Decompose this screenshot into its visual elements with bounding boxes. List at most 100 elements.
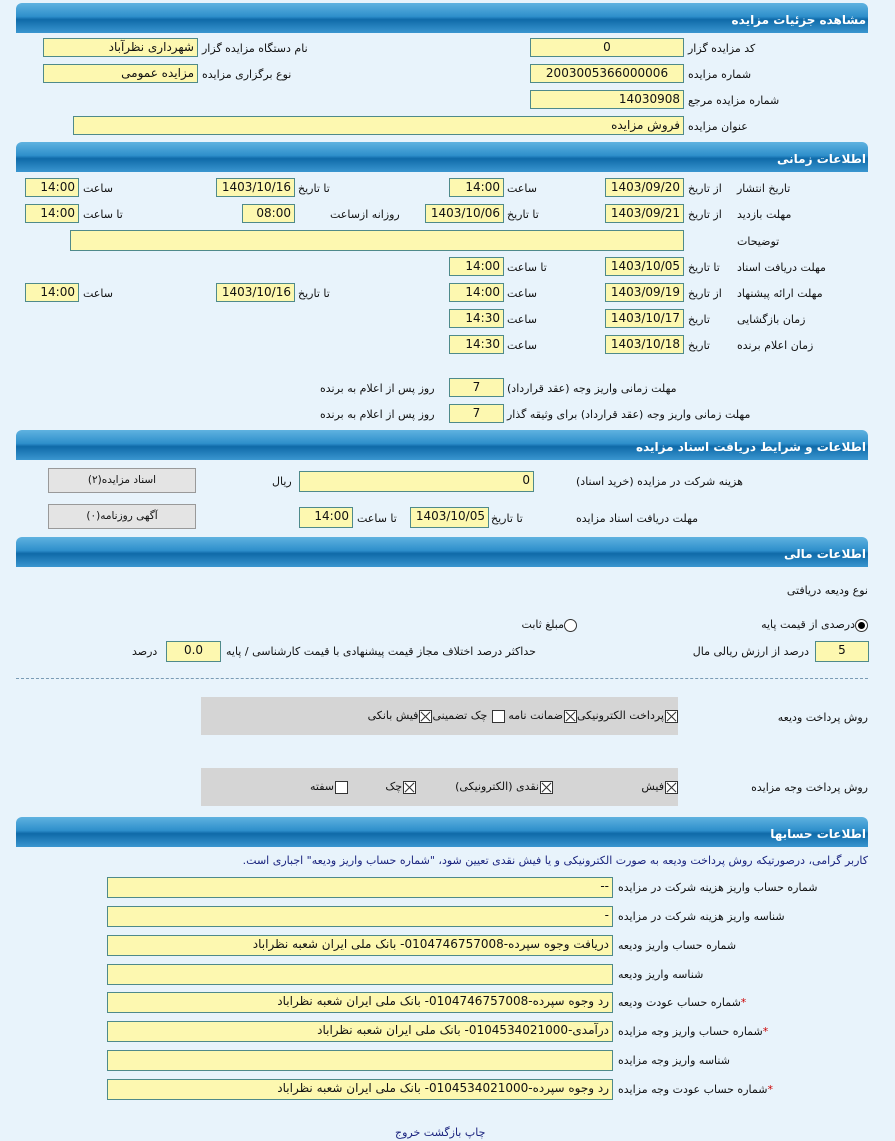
account-label-text: شناسه واریز هزینه شرکت در مزایده bbox=[618, 910, 785, 923]
payment-methods-box: فیش نقدی (الکترونیکی) چک سفته bbox=[201, 768, 678, 806]
offer-to-time-field[interactable]: 14:00 bbox=[25, 283, 79, 302]
account-label-text: شماره حساب واریز هزینه شرکت در مزایده bbox=[618, 881, 818, 894]
label-date: تاریخ bbox=[688, 339, 710, 352]
auctioneer-code-field[interactable]: 0 bbox=[530, 38, 684, 57]
reference-number-field[interactable]: 14030908 bbox=[530, 90, 684, 109]
publish-to-date-field[interactable]: 1403/10/16 bbox=[216, 178, 295, 197]
visit-from-date-field[interactable]: 1403/09/21 bbox=[605, 204, 684, 223]
account-label-text: شماره حساب عودت وجه مزایده bbox=[618, 1083, 768, 1096]
label-time: ساعت bbox=[83, 182, 113, 195]
account-field[interactable]: درآمدی-0104534021000- بانک ملی ایران شعب… bbox=[107, 1021, 613, 1042]
winner-date-field[interactable]: 1403/10/18 bbox=[605, 335, 684, 354]
auction-documents-button[interactable]: اسناد مزایده(۲) bbox=[48, 468, 196, 493]
payment-method-cash[interactable]: نقدی (الکترونیکی) bbox=[455, 780, 553, 794]
account-label: شناسه واریز ودیعه bbox=[618, 968, 703, 981]
payment-deadline-suffix: روز پس از اعلام به برنده bbox=[320, 382, 435, 395]
print-link[interactable]: چاپ bbox=[464, 1126, 486, 1139]
doc-receive-date-field[interactable]: 1403/10/05 bbox=[605, 257, 684, 276]
label-time: ساعت bbox=[507, 182, 537, 195]
required-marker: * bbox=[767, 1083, 773, 1096]
back-link[interactable]: بازگشت bbox=[423, 1126, 462, 1139]
account-field[interactable] bbox=[107, 964, 613, 985]
checkbox-checked-icon[interactable] bbox=[564, 709, 577, 723]
checkbox-checked-icon[interactable] bbox=[540, 780, 553, 794]
deposit-method-bank-slip[interactable]: فیش بانکی bbox=[368, 709, 433, 723]
max-diff-unit: درصد bbox=[132, 645, 158, 658]
opening-time-field[interactable]: 14:30 bbox=[449, 309, 504, 328]
deposit-method-guarantee[interactable]: ضمانت نامه bbox=[508, 709, 577, 723]
label-doc-deadline: مهلت دریافت اسناد مزایده bbox=[576, 512, 699, 525]
label-to-date: تا تاریخ bbox=[298, 182, 330, 195]
label-time: ساعت bbox=[507, 313, 537, 326]
label-publish: تاریخ انتشار bbox=[737, 182, 791, 195]
percent-field[interactable]: 5 bbox=[815, 641, 869, 662]
exit-link[interactable]: خروج bbox=[395, 1126, 421, 1139]
radio-checked-icon[interactable] bbox=[855, 618, 868, 632]
checkbox-unchecked-icon[interactable] bbox=[491, 709, 505, 723]
account-field[interactable]: دریافت وجوه سپرده-0104746757008- بانک مل… bbox=[107, 935, 613, 956]
label-deposit-method: روش پرداخت ودیعه bbox=[777, 711, 868, 724]
label-payment-deadline: مهلت زمانی واریز وجه (عقد قرارداد) bbox=[507, 382, 677, 395]
account-field[interactable]: -- bbox=[107, 877, 613, 898]
checkbox-unchecked-icon[interactable] bbox=[335, 780, 348, 794]
newspaper-ads-button[interactable]: آگهی روزنامه(۰) bbox=[48, 504, 196, 529]
doc-deadline-time-field[interactable]: 14:00 bbox=[299, 507, 353, 528]
payment-deadline-field[interactable]: 7 bbox=[449, 378, 504, 397]
offer-from-time-field[interactable]: 14:00 bbox=[449, 283, 504, 302]
account-field[interactable]: - bbox=[107, 906, 613, 927]
account-label: *شماره حساب عودت وجه مزایده bbox=[618, 1083, 773, 1096]
description-field[interactable] bbox=[70, 230, 684, 251]
account-label: شماره حساب واریز هزینه شرکت در مزایده bbox=[618, 881, 817, 894]
label-to-time: تا ساعت bbox=[357, 512, 397, 525]
publish-to-time-field[interactable]: 14:00 bbox=[25, 178, 79, 197]
doc-receive-time-field[interactable]: 14:00 bbox=[449, 257, 504, 276]
auction-type-field[interactable]: مزایده عمومی bbox=[43, 64, 198, 83]
checkbox-checked-icon[interactable] bbox=[419, 709, 433, 723]
payment-deadline-guarantor-field[interactable]: 7 bbox=[449, 404, 504, 423]
publish-from-time-field[interactable]: 14:00 bbox=[449, 178, 504, 197]
checkbox-checked-icon[interactable] bbox=[665, 709, 678, 723]
label-max-diff: حداکثر درصد اختلاف مجاز قیمت پیشنهادی با… bbox=[226, 645, 536, 658]
opening-date-field[interactable]: 1403/10/17 bbox=[605, 309, 684, 328]
footer-links: چاپ بازگشت خروج bbox=[395, 1126, 485, 1139]
visit-to-time-field[interactable]: 14:00 bbox=[25, 204, 79, 223]
title-field[interactable]: فروش مزایده bbox=[73, 116, 684, 135]
visit-daily-from-field[interactable]: 08:00 bbox=[242, 204, 295, 223]
visit-to-date-field[interactable]: 1403/10/06 bbox=[425, 204, 504, 223]
checkbox-checked-icon[interactable] bbox=[665, 780, 678, 794]
offer-to-date-field[interactable]: 1403/10/16 bbox=[216, 283, 295, 302]
doc-deadline-date-field[interactable]: 1403/10/05 bbox=[410, 507, 489, 528]
label-to-date: تا تاریخ bbox=[688, 261, 720, 274]
account-field[interactable]: رد وجوه سپرده-0104534021000- بانک ملی ای… bbox=[107, 1079, 613, 1100]
auctioneer-name-field[interactable]: شهرداری نظرآباد bbox=[43, 38, 198, 57]
radio-unchecked-icon[interactable] bbox=[564, 618, 577, 632]
section-header-details: مشاهده جزئیات مزایده bbox=[16, 3, 868, 33]
required-marker: * bbox=[740, 996, 747, 1009]
deposit-method-cheque[interactable]: چک تضمینی bbox=[432, 709, 505, 723]
label-to-time: تا ساعت bbox=[83, 208, 123, 221]
radio-percent[interactable]: درصدی از قیمت پایه bbox=[761, 618, 868, 632]
winner-time-field[interactable]: 14:30 bbox=[449, 335, 504, 354]
label-time: ساعت bbox=[507, 287, 537, 300]
checkbox-checked-icon[interactable] bbox=[403, 780, 416, 794]
deposit-method-electronic[interactable]: پرداخت الکترونیکی bbox=[577, 709, 678, 723]
accounts-notice: کاربر گرامی، درصورتیکه روش پرداخت ودیعه … bbox=[242, 854, 868, 867]
account-field[interactable]: رد وجوه سپرده-0104746757008- بانک ملی ای… bbox=[107, 992, 613, 1013]
account-label: *شماره حساب عودت ودیعه bbox=[618, 996, 746, 1009]
offer-from-date-field[interactable]: 1403/09/19 bbox=[605, 283, 684, 302]
max-diff-field[interactable]: 0.0 bbox=[166, 641, 221, 662]
fee-field[interactable]: 0 bbox=[299, 471, 534, 492]
publish-from-date-field[interactable]: 1403/09/20 bbox=[605, 178, 684, 197]
radio-fixed[interactable]: مبلغ ثابت bbox=[522, 618, 577, 632]
label-date: تاریخ bbox=[688, 313, 710, 326]
label-visit: مهلت بازدید bbox=[737, 208, 792, 221]
payment-method-promissory[interactable]: سفته bbox=[310, 780, 348, 794]
auction-number-field[interactable]: 2003005366000006 bbox=[530, 64, 684, 83]
payment-method-cheque[interactable]: چک bbox=[385, 780, 416, 794]
account-field[interactable] bbox=[107, 1050, 613, 1071]
divider bbox=[16, 678, 868, 679]
payment-method-slip[interactable]: فیش bbox=[641, 780, 678, 794]
account-label-text: شماره حساب عودت ودیعه bbox=[618, 996, 741, 1009]
account-label: شناسه واریز هزینه شرکت در مزایده bbox=[618, 910, 785, 923]
percent-suffix: درصد از ارزش ریالی مال bbox=[692, 645, 809, 658]
